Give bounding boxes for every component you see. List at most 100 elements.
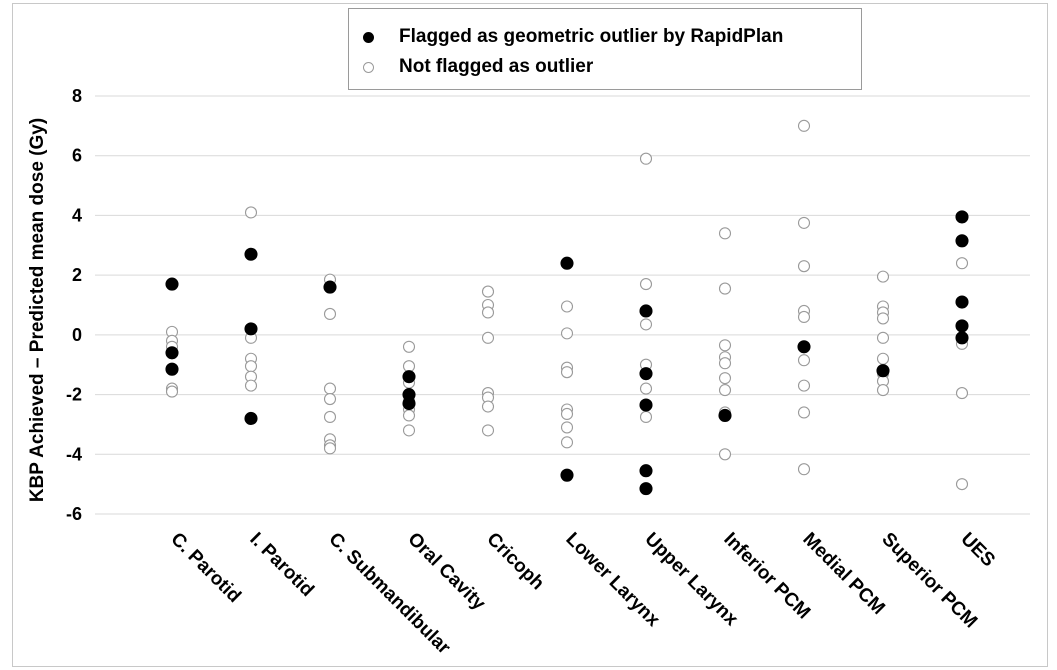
y-tick-label: 2	[72, 265, 82, 285]
legend: Flagged as geometric outlier by RapidPla…	[348, 8, 862, 90]
not-flagged-point	[718, 227, 732, 240]
x-tick-labels: C. Parotid I. Parotid C. SubmandibularOral…	[166, 529, 998, 659]
y-tick-label: 6	[72, 146, 82, 166]
not-flagged-point	[639, 278, 653, 291]
not-flagged-point	[323, 392, 337, 406]
not-flagged-point	[955, 478, 969, 491]
flagged-point	[165, 277, 179, 291]
not-flagged-point	[402, 360, 416, 373]
not-flagged-point	[639, 152, 653, 165]
not-flagged-point	[481, 331, 495, 344]
not-flagged-point	[244, 379, 258, 392]
flagged-point	[560, 468, 574, 482]
not-flagged-point	[639, 410, 653, 424]
not-flagged-point	[718, 357, 732, 370]
y-tick-labels: -6 -4 -2 0 2 4 6 8	[66, 86, 82, 524]
not-flagged-point	[955, 387, 969, 400]
y-tick-label: -6	[66, 504, 82, 524]
flagged-point	[244, 247, 258, 261]
x-tick-label: Cricoph	[482, 529, 548, 595]
y-tick-label: 0	[72, 325, 82, 345]
not-flagged-point	[402, 340, 416, 353]
not-flagged-point	[718, 384, 732, 397]
flagged-point	[718, 408, 732, 423]
not-flagged-point	[481, 306, 495, 319]
not-flagged-point	[560, 366, 574, 379]
not-flagged-point	[560, 421, 574, 434]
not-flagged-point	[402, 409, 416, 422]
not-flagged-point	[797, 216, 811, 229]
flagged-point	[639, 398, 653, 412]
not-flagged-point	[797, 260, 811, 273]
legend-item-not-flagged: Not flagged as outlier	[363, 53, 593, 81]
not-flagged-point	[323, 382, 337, 395]
not-flagged-point	[718, 339, 732, 352]
x-tick-label: Oral Cavity	[403, 529, 489, 615]
filled-circle-marker-icon	[363, 31, 374, 43]
y-tick-label: 4	[72, 205, 82, 225]
flagged-point	[955, 210, 969, 224]
not-flagged-point	[797, 379, 811, 392]
not-flagged-point	[244, 360, 258, 373]
not-flagged-point	[639, 382, 653, 395]
not-flagged-point	[402, 424, 416, 437]
flagged-point	[955, 319, 969, 333]
y-axis-label: KBP Achieved – Predicted mean dose (Gy)	[27, 117, 48, 503]
not-flagged-point	[639, 318, 653, 331]
flagged-point	[639, 304, 653, 318]
y-tick-label: 8	[72, 86, 82, 106]
not-flagged-point	[560, 436, 574, 449]
not-flagged-point	[797, 354, 811, 367]
x-tick-label: UES	[956, 529, 998, 571]
not-flagged-point	[560, 407, 574, 421]
not-flagged-point	[797, 119, 811, 132]
not-flagged-point	[876, 312, 890, 325]
not-flagged-point	[323, 410, 337, 424]
not-flagged-point	[797, 310, 811, 323]
data-points	[165, 119, 969, 496]
flagged-point	[402, 370, 416, 384]
flagged-point	[165, 346, 179, 360]
flagged-point	[797, 340, 811, 354]
flagged-point	[323, 280, 337, 294]
not-flagged-point	[876, 270, 890, 283]
legend-label: Not flagged as outlier	[399, 56, 594, 77]
not-flagged-point	[323, 442, 337, 455]
not-flagged-point	[718, 448, 732, 461]
flagged-point	[639, 367, 653, 381]
chart-frame	[12, 3, 1048, 667]
flagged-point	[955, 234, 969, 248]
legend-item-flagged: Flagged as geometric outlier by RapidPla…	[363, 23, 783, 51]
not-flagged-point	[244, 206, 258, 219]
not-flagged-point	[481, 400, 495, 413]
hollow-circle-marker-icon	[363, 61, 374, 73]
flagged-point	[955, 331, 969, 345]
not-flagged-point	[481, 285, 495, 298]
x-tick-label: I. Parotid	[245, 529, 317, 601]
not-flagged-point	[876, 384, 890, 397]
x-tick-label: C. Parotid	[166, 529, 244, 607]
y-tick-label: -2	[66, 385, 82, 405]
y-tick-label: -4	[66, 444, 82, 464]
not-flagged-point	[718, 282, 732, 295]
flagged-point	[244, 411, 258, 426]
not-flagged-point	[718, 372, 732, 385]
not-flagged-point	[876, 352, 890, 365]
flagged-point	[560, 256, 574, 270]
flagged-point	[402, 396, 416, 411]
not-flagged-point	[165, 385, 179, 398]
flagged-point	[165, 362, 179, 376]
flagged-point	[244, 322, 258, 336]
flagged-point	[639, 464, 653, 478]
legend-label: Flagged as geometric outlier by RapidPla…	[399, 26, 784, 47]
not-flagged-point	[481, 424, 495, 437]
not-flagged-point	[797, 463, 811, 476]
not-flagged-point	[876, 331, 890, 344]
not-flagged-point	[797, 406, 811, 419]
flagged-point	[639, 482, 653, 496]
not-flagged-point	[560, 300, 574, 313]
not-flagged-point	[323, 307, 337, 321]
flagged-point	[876, 364, 890, 378]
not-flagged-point	[955, 257, 969, 270]
